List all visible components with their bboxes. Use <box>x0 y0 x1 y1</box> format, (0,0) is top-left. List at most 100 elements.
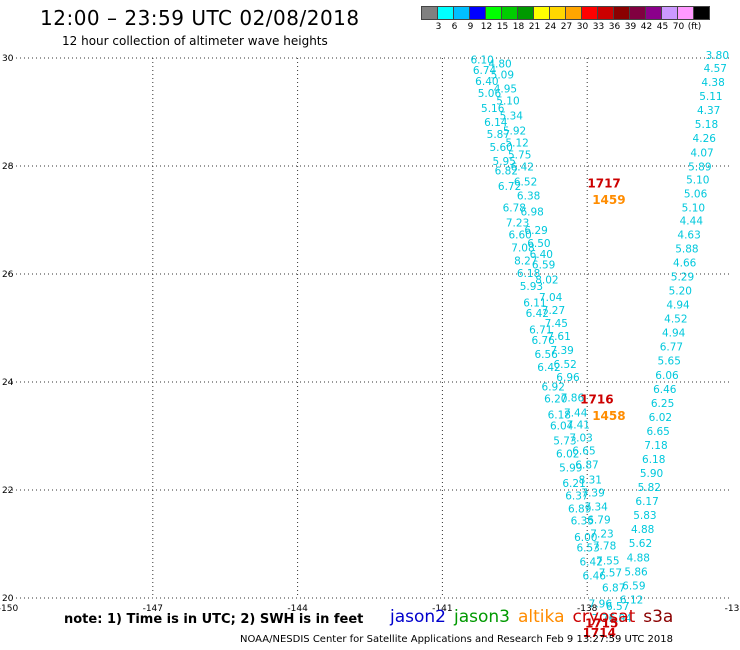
y-tick-label: 22 <box>2 486 13 496</box>
swh-value: 7.57 <box>599 567 622 579</box>
swh-value: 5.06 <box>684 188 708 200</box>
swh-value: 7.45 <box>545 318 568 330</box>
swh-value: 8.02 <box>535 275 558 287</box>
swh-value: 6.87 <box>602 583 625 595</box>
units-note: note: 1) Time is in UTC; 2) SWH is in fe… <box>64 612 364 627</box>
swh-value: 6.38 <box>517 190 540 202</box>
swh-value: 6.94 <box>609 613 633 625</box>
swh-value: 6.02 <box>556 449 579 461</box>
time-label: 1458 <box>592 409 625 423</box>
x-tick-label: -144 <box>287 604 308 614</box>
swh-value: 6.02 <box>649 412 672 424</box>
color-scale <box>421 6 710 20</box>
swh-value: 5.93 <box>520 281 543 293</box>
swh-value: 6.59 <box>622 580 645 592</box>
legend-item: cryosat <box>572 607 636 627</box>
swh-value: 7.27 <box>542 305 565 317</box>
swh-value: 5.92 <box>503 126 526 138</box>
swh-value: 4.63 <box>677 229 700 241</box>
swh-value: 6.89 <box>568 504 591 516</box>
swh-value: 6.52 <box>514 176 537 188</box>
color-scale-swatch <box>693 6 710 20</box>
swh-value: 5.83 <box>633 510 656 522</box>
swh-value: 7.78 <box>593 540 616 552</box>
color-scale-label: 33 <box>592 22 605 32</box>
swh-value: 6.42 <box>511 161 534 173</box>
y-tick-label: 28 <box>2 162 14 172</box>
swh-value: 6.10 <box>470 54 493 66</box>
color-scale-label: 21 <box>528 22 541 32</box>
swh-value: 4.95 <box>494 84 517 96</box>
swh-value: 6.17 <box>635 496 658 508</box>
swh-value: 6.65 <box>646 426 669 438</box>
swh-value: 4.57 <box>704 63 727 75</box>
time-label: 1714 <box>583 626 616 640</box>
swh-value: 7.86 <box>561 392 585 404</box>
legend-item: altika <box>518 607 565 627</box>
swh-value: 7.04 <box>539 292 563 304</box>
swh-value: 8.27 <box>514 255 537 267</box>
swh-value: 7.23 <box>590 529 613 541</box>
swh-value: 6.18 <box>642 454 665 466</box>
swh-value: 5.82 <box>638 482 661 494</box>
swh-value: 7.61 <box>547 331 570 343</box>
swh-value: 5.90 <box>640 468 663 480</box>
swh-value: 4.38 <box>701 77 724 89</box>
swh-value: 5.95 <box>493 156 516 168</box>
swh-value: 5.75 <box>508 149 531 161</box>
swh-value: 6.53 <box>576 543 599 555</box>
swh-value: 7.08 <box>511 242 534 254</box>
swh-value: 4.26 <box>693 133 717 145</box>
swh-value: 4.52 <box>664 314 687 326</box>
swh-value: 3.80 <box>706 50 729 62</box>
swh-value: 6.65 <box>572 445 595 457</box>
legend-item: jason2 <box>390 607 446 627</box>
x-tick-label: -138 <box>577 604 598 614</box>
time-label: 1459 <box>592 193 625 207</box>
swh-value: 6.74 <box>473 65 497 77</box>
color-scale-label: 15 <box>496 22 509 32</box>
swh-value: 6.46 <box>583 571 607 583</box>
color-scale-labels: 3 6 9 12 15 18 21 24 27 30 33 36 39 42 45 70 (ft) <box>422 22 740 34</box>
swh-value: 5.99 <box>559 463 582 475</box>
color-scale-label: 6 <box>451 22 458 32</box>
satellite-legend: jason2 jason3 altika cryosat s3a <box>390 607 681 627</box>
x-tick-label: -150 <box>0 604 18 614</box>
swh-value: 6.50 <box>527 238 550 250</box>
swh-value: 4.94 <box>666 300 690 312</box>
swh-value: 6.87 <box>575 459 598 471</box>
swh-value: 7.39 <box>581 487 604 499</box>
color-scale-label: 9 <box>467 22 474 32</box>
swh-value: 6.18 <box>517 268 540 280</box>
swh-value: 7.34 <box>584 502 608 514</box>
swh-value: 5.10 <box>682 202 705 214</box>
swh-value: 6.11 <box>523 297 546 309</box>
swh-value: 5.10 <box>496 95 519 107</box>
time-label: 1715 <box>585 617 618 631</box>
swh-value: 6.00 <box>574 532 597 544</box>
color-scale-label: 3 <box>435 22 442 32</box>
swh-value: 6.71 <box>529 324 552 336</box>
swh-value: 6.79 <box>587 514 610 526</box>
swh-value: 6.76 <box>531 335 555 347</box>
swh-value: 5.60 <box>489 142 512 154</box>
swh-value: 5.11 <box>699 91 722 103</box>
swh-value: 6.78 <box>503 202 526 214</box>
swh-value: 6.57 <box>606 601 629 613</box>
swh-value: 6.98 <box>520 207 543 219</box>
swh-value: 4.80 <box>488 59 511 71</box>
swh-value: 6.52 <box>553 359 576 371</box>
color-scale-label: 39 <box>624 22 637 32</box>
swh-value: 7.44 <box>564 408 588 420</box>
swh-value: 5.10 <box>686 174 709 186</box>
swh-value: 5.87 <box>487 129 510 141</box>
y-tick-label: 24 <box>2 378 14 388</box>
swh-value: 7.41 <box>567 419 590 431</box>
swh-value: 4.94 <box>662 328 686 340</box>
x-tick-label: -141 <box>432 604 452 614</box>
legend-item: jason3 <box>454 607 510 627</box>
swh-value: 6.04 <box>550 421 574 433</box>
color-scale-label: 36 <box>608 22 621 32</box>
swh-value: 6.96 <box>556 372 580 384</box>
